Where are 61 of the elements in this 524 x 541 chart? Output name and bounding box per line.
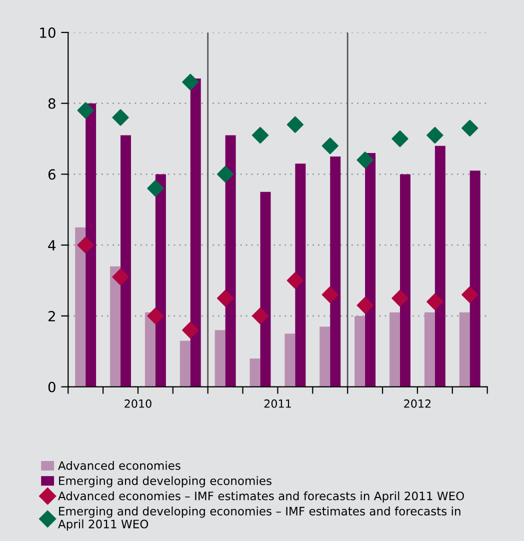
y-tick-label: 0 xyxy=(48,382,56,392)
bar xyxy=(110,266,121,387)
bar xyxy=(120,135,131,387)
y-tick-label: 4 xyxy=(48,240,56,250)
bar xyxy=(470,170,480,387)
bar xyxy=(400,174,410,387)
bar xyxy=(295,164,306,387)
bar xyxy=(225,135,236,387)
point xyxy=(426,126,444,144)
point xyxy=(356,297,374,314)
text: 2011 xyxy=(264,399,291,408)
point xyxy=(147,180,164,197)
point xyxy=(77,102,94,119)
point xyxy=(322,138,338,154)
point xyxy=(426,293,444,310)
legend-label: Advanced economies – IMF estimates and forecasts in April 2011 WEO xyxy=(58,491,464,503)
text: 2010 xyxy=(124,399,152,408)
bar xyxy=(459,312,470,387)
y-tick-label: 10 xyxy=(40,27,56,38)
point xyxy=(112,109,129,126)
point xyxy=(462,120,478,136)
bar xyxy=(260,192,271,387)
text: 2012 xyxy=(404,399,430,408)
y-tick-label: 6 xyxy=(48,169,56,180)
y-tick-label: 8 xyxy=(48,98,56,109)
legend-label: Emerging and developing economies xyxy=(59,476,272,488)
point xyxy=(322,286,338,303)
point xyxy=(392,290,408,307)
y-tick-label: 2 xyxy=(48,310,55,322)
point xyxy=(462,286,478,303)
point xyxy=(147,308,164,324)
bar xyxy=(320,326,330,387)
point xyxy=(217,166,234,183)
bar xyxy=(284,334,296,387)
bar xyxy=(190,78,201,387)
bar xyxy=(155,174,166,387)
bar xyxy=(214,330,226,387)
bar xyxy=(180,340,190,387)
bar xyxy=(330,156,341,387)
point xyxy=(112,268,129,286)
bar xyxy=(144,312,156,387)
bar xyxy=(434,146,446,387)
point xyxy=(286,272,304,289)
point xyxy=(252,308,269,324)
point xyxy=(182,322,199,338)
point xyxy=(356,152,374,168)
legend-label: Emerging and developing economies – IMF estimates and forecasts in April 2011 WEO xyxy=(58,506,460,531)
legend-label: Advanced economies xyxy=(58,460,180,470)
point xyxy=(286,116,304,133)
bar xyxy=(354,316,366,387)
point xyxy=(392,130,408,148)
point xyxy=(252,126,269,144)
bar xyxy=(86,103,96,387)
bar xyxy=(365,152,376,387)
bar xyxy=(250,358,260,387)
bar xyxy=(424,312,435,387)
point xyxy=(182,74,199,90)
bar xyxy=(390,312,400,387)
bar xyxy=(75,227,86,387)
point xyxy=(77,236,94,254)
point xyxy=(217,290,234,307)
